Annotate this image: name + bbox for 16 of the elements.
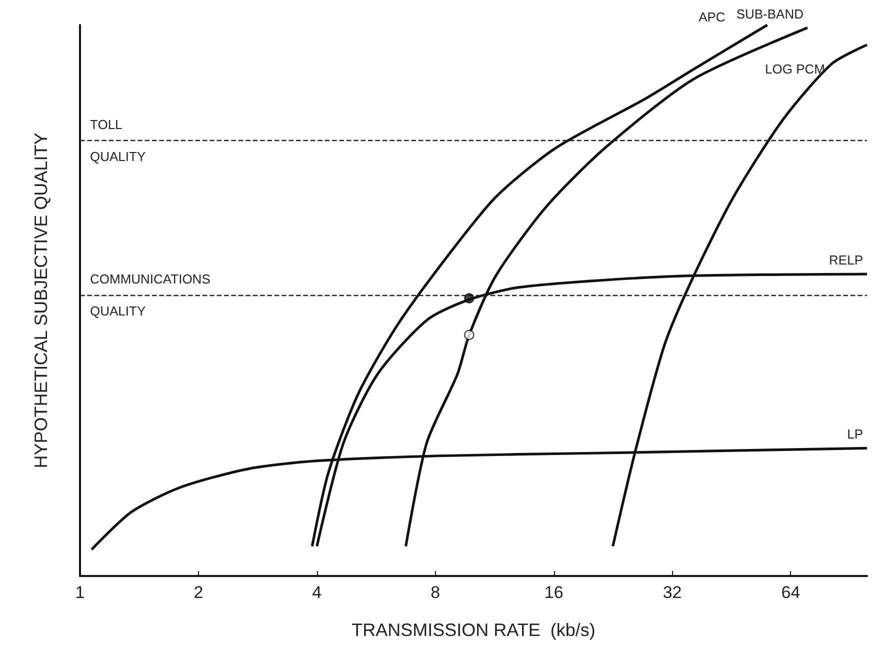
x-tick-label: 8 bbox=[430, 583, 440, 602]
x-tick-label: 1 bbox=[75, 583, 85, 602]
series-label: SUB-BAND bbox=[736, 6, 804, 22]
text: COMMUNICATIONS QUALITY bbox=[90, 271, 210, 318]
series-label: APC bbox=[698, 10, 726, 24]
x-tick-label: 64 bbox=[781, 583, 800, 602]
x-tick-label: 2 bbox=[194, 583, 204, 602]
x-tick-label: 32 bbox=[662, 583, 682, 602]
text: TOLL QUALITY bbox=[90, 117, 146, 164]
x-axis-title: TRANSMISSION RATE (kb/s) bbox=[352, 620, 596, 640]
x-tick-label: 16 bbox=[544, 583, 564, 602]
series-label: LOG PCM bbox=[765, 61, 825, 76]
x-tick-label: 4 bbox=[312, 583, 322, 602]
series-label: LP bbox=[847, 426, 863, 442]
series-label: RELP bbox=[829, 252, 863, 268]
y-axis-title: HYPOTHETICAL SUBJECTIVE QUALITY bbox=[31, 132, 51, 468]
